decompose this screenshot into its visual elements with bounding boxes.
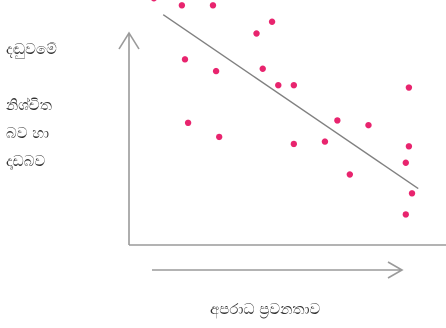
data-point	[408, 190, 416, 197]
data-point	[259, 65, 266, 72]
data-point	[290, 140, 298, 148]
data-point	[334, 117, 341, 124]
data-point	[405, 84, 413, 91]
y-axis-label-line-3: බව හා	[6, 124, 50, 142]
trend-line	[162, 14, 419, 190]
trend-line-group	[162, 14, 419, 190]
data-point	[212, 67, 220, 75]
data-point	[402, 159, 409, 166]
data-point	[209, 2, 217, 9]
data-point	[321, 138, 329, 145]
data-point	[178, 2, 186, 9]
data-point	[405, 143, 413, 150]
data-point	[268, 18, 276, 25]
x-axis-label: අපරාධ ප්‍රවනතාව	[210, 300, 321, 318]
data-point	[181, 56, 189, 63]
axes	[118, 31, 446, 279]
data-points	[151, 0, 416, 218]
y-axis-arrowhead	[118, 31, 140, 50]
x-direction-arrowhead	[387, 261, 404, 279]
y-axis-label-line-2: නිශ්චිත	[6, 96, 52, 114]
data-point	[184, 119, 192, 127]
data-point	[402, 211, 409, 218]
data-point	[215, 133, 223, 141]
data-point	[346, 171, 354, 178]
data-point	[253, 30, 260, 37]
data-point	[290, 82, 298, 89]
data-point	[275, 82, 282, 89]
data-point	[151, 0, 157, 2]
y-axis-label-line-4: දෘඩබව	[6, 152, 46, 170]
data-point	[365, 121, 372, 129]
y-axis-label-line-1: දඬුවමේ	[6, 40, 57, 58]
